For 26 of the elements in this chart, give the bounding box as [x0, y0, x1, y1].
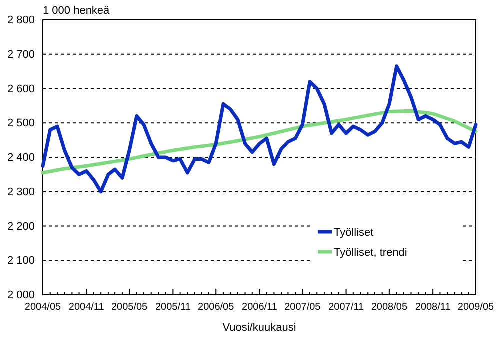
line-series: [41, 64, 478, 194]
x-tick-label: 2005/05: [111, 302, 148, 314]
y-tick-label: 2 000: [7, 290, 35, 302]
x-tick-label: 2007/05: [284, 302, 322, 314]
legend-label: Työlliset, trendi: [334, 247, 408, 259]
x-tick-label: 2009/05: [458, 302, 495, 314]
x-tick-label: 2004/11: [68, 302, 105, 314]
x-tick-label: 2008/05: [371, 302, 408, 314]
x-tick-label: 2004/05: [24, 302, 62, 314]
y-tick-label: 2 100: [7, 255, 35, 268]
line-series: [41, 109, 478, 175]
y-tick-label: 2 200: [7, 220, 35, 233]
y-tick-label: 2 500: [7, 118, 35, 130]
y-tick-label: 2 400: [7, 152, 35, 164]
y-tick-label: 2 800: [7, 14, 35, 27]
x-tick-label: 2008/11: [415, 302, 452, 314]
x-tick-label: 2007/11: [328, 302, 364, 314]
y-tick-label: 2 300: [7, 186, 35, 198]
x-tick-label: 2005/11: [155, 302, 192, 314]
y-axis-title: 1 000 henkeä: [43, 5, 111, 17]
x-axis-title: Vuosi/kuukausi: [222, 322, 296, 334]
x-tick-label: 2006/11: [242, 302, 278, 314]
legend-label: Työlliset: [334, 227, 374, 239]
y-tick-label: 2 700: [7, 48, 35, 61]
x-tick-label: 2006/05: [198, 302, 235, 314]
y-tick-label: 2 600: [7, 83, 35, 96]
